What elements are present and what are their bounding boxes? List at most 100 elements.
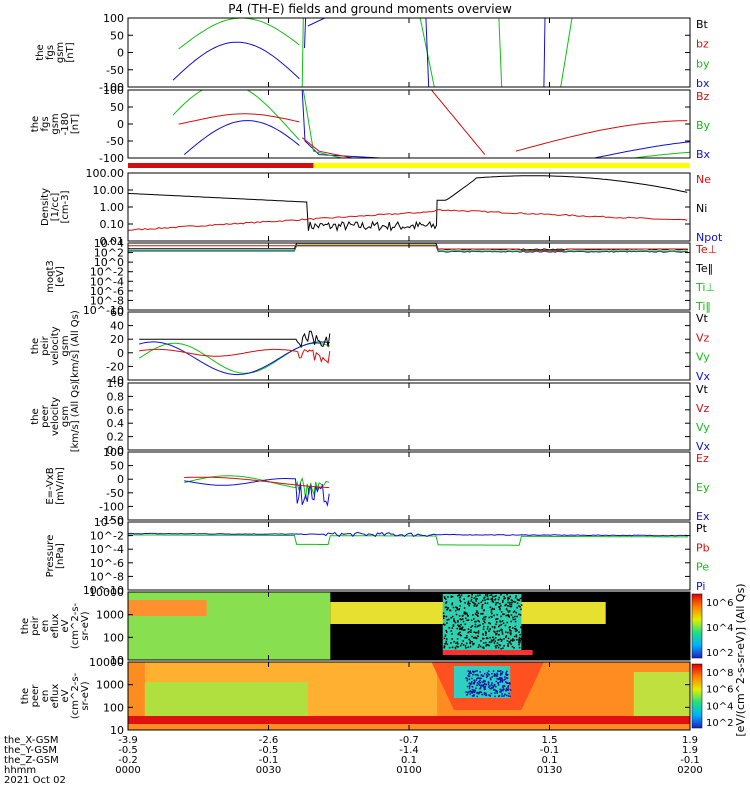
noise-dot [494, 604, 497, 606]
date-label: 2021 Oct 02 [4, 775, 66, 786]
y-tick-label: 100 [103, 446, 124, 459]
noise-dot [471, 686, 474, 688]
orbit-row-value: 0.1 [542, 755, 558, 766]
noise-dot [489, 685, 491, 687]
noise-dot [512, 611, 515, 614]
noise-dot [497, 601, 499, 604]
noise-dot [472, 670, 474, 673]
noise-dot [483, 625, 485, 628]
y-tick-label: 10 [110, 654, 124, 667]
noise-dot [490, 687, 492, 690]
noise-dot [503, 638, 505, 640]
y-tick-label: 10^-6 [90, 557, 124, 570]
noise-dot [477, 612, 480, 614]
noise-dot [506, 609, 509, 612]
noise-dot [476, 610, 478, 612]
noise-dot [507, 637, 510, 640]
noise-dot [491, 676, 493, 678]
noise-dot [476, 635, 479, 637]
colorbar-tick-label: 10^2 [706, 718, 733, 729]
noise-dot [500, 594, 502, 596]
noise-dot [501, 631, 504, 633]
y-tick-label: 0 [117, 47, 124, 60]
noise-dot [497, 684, 500, 686]
noise-dot [448, 609, 451, 612]
noise-dot [484, 616, 487, 618]
y-axis-label: [nPa] [55, 543, 66, 569]
noise-dot [470, 691, 473, 694]
noise-dot [445, 615, 448, 618]
legend-entry: Pe [696, 561, 709, 574]
noise-dot [460, 594, 463, 596]
plot-area [128, 531, 688, 546]
noise-dot [450, 630, 453, 632]
noise-dot [493, 638, 495, 641]
noise-dot [475, 614, 478, 616]
noise-dot [507, 601, 509, 604]
noise-dot [477, 692, 480, 695]
noise-dot [493, 673, 496, 675]
noise-dot [477, 691, 479, 694]
noise-dot [479, 645, 482, 648]
noise-dot [476, 598, 478, 600]
noise-dot [518, 631, 520, 633]
noise-dot [505, 603, 507, 606]
noise-dot [507, 631, 509, 634]
series-Ne [128, 208, 688, 231]
noise-dot [457, 621, 459, 623]
noise-dot [445, 631, 448, 633]
noise-dot [516, 629, 518, 632]
noise-dot [496, 630, 499, 633]
noise-dot [476, 684, 478, 687]
noise-dot [507, 695, 510, 697]
noise-dot [499, 672, 502, 675]
y-tick-label: -100 [99, 500, 124, 513]
series-Bz [515, 120, 688, 152]
noise-dot [447, 596, 449, 598]
legend-entry: Bt [696, 18, 709, 31]
orbit-row-value: -0.7 [399, 735, 419, 746]
noise-dot [497, 695, 500, 698]
noise-dot [507, 685, 510, 687]
noise-dot [489, 594, 491, 597]
panel-frame [127, 661, 691, 731]
y-tick-label: 20 [110, 333, 124, 346]
noise-dot [506, 673, 509, 676]
noise-dot [476, 614, 479, 617]
orbit-row-value: 0000 [115, 765, 140, 776]
noise-dot [475, 679, 478, 681]
noise-dot [448, 646, 451, 649]
noise-dot [489, 606, 492, 609]
noise-dot [501, 693, 503, 695]
noise-dot [506, 688, 508, 691]
noise-dot [518, 636, 521, 639]
noise-dot [501, 677, 503, 680]
noise-dot [512, 616, 514, 619]
noise-dot [490, 612, 493, 615]
y-tick-label: 50 [110, 29, 124, 42]
noise-dot [506, 640, 509, 642]
noise-dot [464, 612, 467, 615]
noise-dot [508, 626, 511, 629]
noise-dot [473, 597, 476, 599]
noise-dot [506, 674, 508, 677]
noise-dot [472, 614, 474, 616]
noise-dot [499, 690, 501, 693]
noise-dot [489, 694, 491, 696]
noise-dot [456, 607, 458, 609]
noise-dot [487, 682, 490, 684]
noise-dot [493, 688, 495, 691]
noise-dot [442, 612, 445, 614]
noise-dot [507, 611, 510, 613]
series-Pi [128, 531, 688, 538]
noise-dot [478, 691, 481, 693]
panel-frame [127, 382, 691, 451]
noise-dot [493, 675, 495, 677]
noise-dot [482, 646, 485, 648]
y-tick-label: 0 [117, 118, 124, 131]
noise-dot [488, 673, 490, 676]
noise-dot [502, 613, 504, 616]
noise-dot [504, 681, 507, 683]
noise-dot [497, 598, 500, 601]
